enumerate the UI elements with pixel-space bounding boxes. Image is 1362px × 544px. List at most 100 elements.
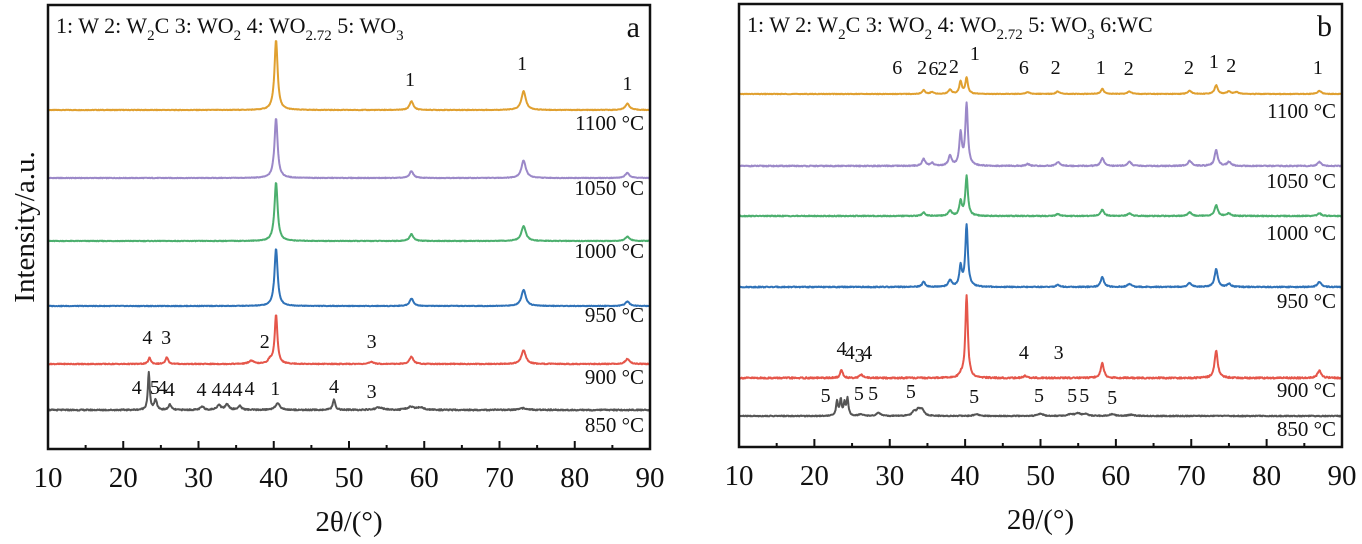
peak-annotation: 5 bbox=[1107, 387, 1117, 409]
series-label: 1000 °C bbox=[1266, 221, 1336, 245]
x-tick-label: 20 bbox=[109, 462, 138, 494]
x-tick-label: 90 bbox=[1328, 460, 1357, 492]
peak-annotation: 5 bbox=[969, 386, 979, 408]
peak-annotation: 5 bbox=[150, 377, 160, 399]
x-tick-label: 40 bbox=[951, 460, 980, 492]
peak-annotation: 1 bbox=[970, 43, 980, 65]
x-tick-label: 10 bbox=[34, 462, 63, 494]
peak-annotation: 6 bbox=[1019, 57, 1029, 79]
peak-annotation: 1 bbox=[270, 378, 280, 400]
peak-annotation: 2 bbox=[917, 57, 927, 79]
series-line-850 bbox=[738, 395, 1343, 418]
peak-annotation: 5 bbox=[854, 383, 864, 405]
legend-text: 5: WO bbox=[337, 13, 396, 38]
x-tick-label: 50 bbox=[335, 462, 364, 494]
peak-annotation: 3 bbox=[367, 381, 377, 403]
legend-text: 3: WO bbox=[866, 12, 925, 37]
legend-text: 4: WO bbox=[938, 12, 997, 37]
series-label: 1100 °C bbox=[575, 111, 644, 135]
series-line-1100 bbox=[738, 76, 1343, 96]
panel-letter: a bbox=[627, 11, 640, 44]
series-line-900 bbox=[738, 294, 1343, 380]
peak-annotation: 6 bbox=[892, 57, 902, 79]
legend-text: 1: W 2: W bbox=[747, 12, 838, 37]
series-label: 950 °C bbox=[585, 303, 644, 327]
peak-annotation: 4 bbox=[1019, 342, 1029, 364]
legend-text: 6:WC bbox=[1095, 12, 1153, 37]
x-tick-label: 90 bbox=[636, 462, 665, 494]
series-label: 900 °C bbox=[585, 365, 644, 389]
peak-annotation: 3 bbox=[1054, 342, 1064, 364]
peak-annotation: 4 bbox=[197, 379, 207, 401]
peak-annotation: 4 bbox=[329, 376, 339, 398]
x-tick-label: 60 bbox=[1101, 460, 1130, 492]
peak-annotation: 5 bbox=[868, 383, 878, 405]
peak-annotation: 2 bbox=[949, 56, 959, 78]
legend-text: 3: WO bbox=[175, 13, 234, 38]
series-line-950 bbox=[738, 223, 1343, 289]
x-tick-label: 20 bbox=[800, 460, 829, 492]
peak-annotation: 4 bbox=[845, 342, 855, 364]
peak-annotation: 3 bbox=[855, 345, 865, 367]
x-tick-label: 50 bbox=[1026, 460, 1055, 492]
panel-letter: b bbox=[1317, 10, 1332, 43]
peak-annotation: 4 bbox=[862, 342, 872, 364]
peak-annotation: 4 bbox=[142, 327, 152, 349]
y-axis-label: Intensity/a.u. bbox=[9, 151, 41, 302]
legend-text: C bbox=[846, 12, 866, 37]
peak-annotation: 5 bbox=[906, 381, 916, 403]
peak-annotation: 3 bbox=[161, 327, 171, 349]
peak-annotation: 1 bbox=[622, 73, 632, 95]
peak-annotation: 2 bbox=[1124, 58, 1134, 80]
legend-subscript: 3 bbox=[396, 28, 404, 44]
peak-annotation: 4 bbox=[245, 378, 255, 400]
series-label: 850 °C bbox=[585, 413, 644, 437]
panel-a: 1100 °C 1050 °C 1000 °C 950 °C 900 °C 850 °C 1… bbox=[9, 3, 665, 538]
x-tick-label: 10 bbox=[725, 460, 754, 492]
legend-subscript: 2.72 bbox=[306, 28, 332, 44]
peak-annotation: 2 bbox=[260, 331, 270, 353]
series-label: 1100 °C bbox=[1267, 99, 1336, 123]
peak-annotation: 5 bbox=[1034, 385, 1044, 407]
x-tick-label: 30 bbox=[875, 460, 904, 492]
peak-annotation: 3 bbox=[367, 331, 377, 353]
peak-annotation: 4 bbox=[233, 379, 243, 401]
legend-text: 4: WO bbox=[247, 13, 306, 38]
series-line-1050 bbox=[738, 101, 1343, 168]
legend-subscript: 2 bbox=[147, 28, 155, 44]
series-label: 1050 °C bbox=[1266, 169, 1336, 193]
peak-annotation: 2 bbox=[1051, 57, 1061, 79]
series-line-1050 bbox=[47, 118, 651, 180]
peak-annotation: 2 bbox=[1226, 55, 1236, 77]
peak-annotation: 5 bbox=[821, 385, 831, 407]
peak-annotation: 2 bbox=[938, 58, 948, 80]
peak-annotation: 1 bbox=[1209, 51, 1219, 73]
peak-annotation: 6 bbox=[928, 58, 938, 80]
legend-subscript: 2 bbox=[838, 27, 846, 43]
peak-annotation: 5 bbox=[1079, 385, 1089, 407]
x-tick-label: 40 bbox=[259, 462, 288, 494]
plot-frame bbox=[737, 2, 1344, 449]
series-label: 850 °C bbox=[1277, 417, 1336, 441]
phase-legend: 1: W 2: W2C 3: WO2 4: WO2.72 5: WO3 bbox=[56, 13, 404, 44]
series-label: 900 °C bbox=[1277, 378, 1336, 402]
peak-annotation: 5 bbox=[1067, 385, 1077, 407]
series-line-1100 bbox=[47, 40, 651, 112]
peak-annotation: 2 bbox=[1184, 57, 1194, 79]
series-line-900 bbox=[47, 314, 651, 366]
series-label: 1050 °C bbox=[574, 176, 644, 200]
panel-b: 1100 °C 1050 °C 1000 °C 950 °C 900 °C 850 °C 6… bbox=[725, 2, 1357, 536]
series-line-850 bbox=[47, 370, 651, 412]
legend-text: C bbox=[155, 13, 175, 38]
peak-annotation: 1 bbox=[1313, 57, 1323, 79]
x-tick-label: 80 bbox=[1252, 460, 1281, 492]
series-line-950 bbox=[47, 248, 651, 308]
x-tick-label: 60 bbox=[410, 462, 439, 494]
phase-legend: 1: W 2: W2C 3: WO2 4: WO2.72 5: WO3 6:WC bbox=[747, 12, 1153, 43]
legend-subscript: 3 bbox=[1087, 27, 1095, 43]
x-tick-label: 80 bbox=[560, 462, 589, 494]
peak-annotation: 4 bbox=[837, 338, 847, 360]
legend-text: 1: W 2: W bbox=[56, 13, 147, 38]
legend-subscript: 2 bbox=[925, 27, 933, 43]
series-line-1000 bbox=[738, 174, 1343, 218]
